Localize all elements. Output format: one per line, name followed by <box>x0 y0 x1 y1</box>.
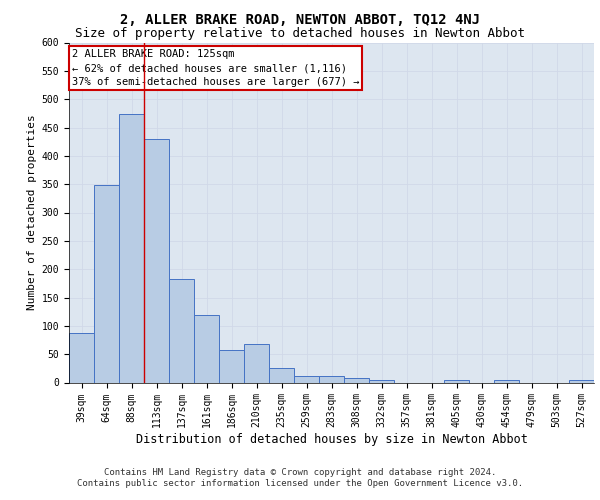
Bar <box>569 380 594 382</box>
Bar <box>369 380 394 382</box>
Bar <box>169 280 194 382</box>
Text: 2 ALLER BRAKE ROAD: 125sqm
← 62% of detached houses are smaller (1,116)
37% of s: 2 ALLER BRAKE ROAD: 125sqm ← 62% of deta… <box>71 50 359 88</box>
Bar <box>194 314 219 382</box>
X-axis label: Distribution of detached houses by size in Newton Abbot: Distribution of detached houses by size … <box>136 433 527 446</box>
Text: Size of property relative to detached houses in Newton Abbot: Size of property relative to detached ho… <box>75 28 525 40</box>
Bar <box>494 380 519 382</box>
Bar <box>94 186 119 382</box>
Bar <box>219 350 244 382</box>
Bar <box>144 139 169 382</box>
Y-axis label: Number of detached properties: Number of detached properties <box>28 114 37 310</box>
Bar <box>344 378 369 382</box>
Bar <box>294 376 319 382</box>
Bar <box>319 376 344 382</box>
Bar <box>69 332 94 382</box>
Text: 2, ALLER BRAKE ROAD, NEWTON ABBOT, TQ12 4NJ: 2, ALLER BRAKE ROAD, NEWTON ABBOT, TQ12 … <box>120 12 480 26</box>
Bar <box>444 380 469 382</box>
Bar <box>244 344 269 383</box>
Text: Contains HM Land Registry data © Crown copyright and database right 2024.
Contai: Contains HM Land Registry data © Crown c… <box>77 468 523 487</box>
Bar <box>119 114 144 382</box>
Bar <box>269 368 294 382</box>
